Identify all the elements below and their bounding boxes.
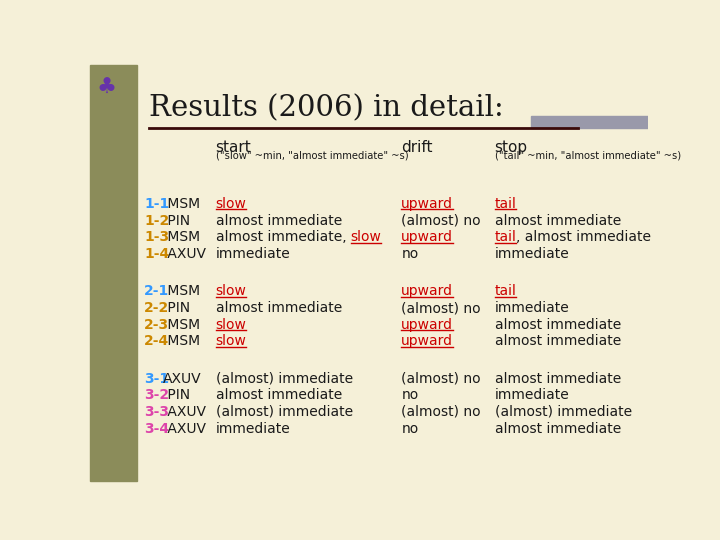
Text: immediate: immediate — [215, 247, 290, 261]
Text: slow: slow — [215, 334, 246, 348]
Bar — [531, 116, 648, 128]
Text: upward: upward — [401, 334, 454, 348]
Text: (almost) no: (almost) no — [401, 301, 481, 315]
Text: 2-3: 2-3 — [144, 318, 169, 332]
Text: no: no — [401, 422, 418, 436]
Text: slow: slow — [215, 285, 246, 299]
Text: MSM: MSM — [163, 231, 199, 245]
Text: upward: upward — [401, 231, 454, 245]
Text: (almost) no: (almost) no — [401, 214, 481, 228]
Text: immediate: immediate — [215, 422, 290, 436]
Text: almost immediate: almost immediate — [495, 214, 621, 228]
Text: almost immediate: almost immediate — [495, 372, 621, 386]
Text: 3-4: 3-4 — [144, 422, 169, 436]
Text: PIN: PIN — [163, 388, 189, 402]
Text: 1-2: 1-2 — [144, 214, 169, 228]
Text: Results (2006) in detail:: Results (2006) in detail: — [148, 94, 503, 122]
Text: almost immediate: almost immediate — [215, 214, 342, 228]
Text: PIN: PIN — [163, 214, 189, 228]
Text: almost immediate,: almost immediate, — [215, 231, 351, 245]
Text: , almost immediate: , almost immediate — [516, 231, 652, 245]
Text: almost immediate: almost immediate — [495, 422, 621, 436]
Text: almost immediate: almost immediate — [215, 388, 342, 402]
Text: almost immediate: almost immediate — [495, 318, 621, 332]
Text: 1-3: 1-3 — [144, 231, 169, 245]
Bar — [90, 65, 138, 481]
Text: AXUV: AXUV — [163, 372, 201, 386]
Text: no: no — [401, 388, 418, 402]
Text: stop: stop — [495, 140, 528, 154]
Text: start: start — [215, 140, 251, 154]
Text: slow: slow — [215, 197, 246, 211]
Text: 1-1: 1-1 — [144, 197, 169, 211]
Text: 2-2: 2-2 — [144, 301, 169, 315]
Text: tail: tail — [495, 285, 516, 299]
Text: slow: slow — [215, 318, 246, 332]
Text: upward: upward — [401, 285, 454, 299]
Text: tail: tail — [495, 231, 516, 245]
Text: MSM: MSM — [163, 197, 199, 211]
Text: MSM: MSM — [163, 334, 199, 348]
Text: AXUV: AXUV — [163, 247, 205, 261]
Text: 3-3: 3-3 — [144, 405, 169, 419]
Text: 3-1: 3-1 — [144, 372, 169, 386]
Text: 2-4: 2-4 — [144, 334, 169, 348]
Text: slow: slow — [351, 231, 382, 245]
Text: (almost) immediate: (almost) immediate — [215, 405, 353, 419]
Text: AXUV: AXUV — [163, 422, 205, 436]
Text: upward: upward — [401, 318, 454, 332]
Text: (almost) no: (almost) no — [401, 372, 481, 386]
Text: almost immediate: almost immediate — [495, 334, 621, 348]
Text: immediate: immediate — [495, 388, 570, 402]
Text: (almost) no: (almost) no — [401, 405, 481, 419]
Text: 2-1: 2-1 — [144, 285, 169, 299]
Text: AXUV: AXUV — [163, 405, 205, 419]
Text: immediate: immediate — [495, 301, 570, 315]
Text: PIN: PIN — [163, 301, 189, 315]
Text: tail: tail — [495, 197, 516, 211]
Text: (almost) immediate: (almost) immediate — [495, 405, 631, 419]
Text: ("tail" ~min, "almost immediate" ~s): ("tail" ~min, "almost immediate" ~s) — [495, 151, 680, 161]
Text: no: no — [401, 247, 418, 261]
Text: MSM: MSM — [163, 318, 199, 332]
Text: ("slow" ~min, "almost immediate" ~s): ("slow" ~min, "almost immediate" ~s) — [215, 151, 408, 161]
Text: 1-4: 1-4 — [144, 247, 169, 261]
Text: 3-2: 3-2 — [144, 388, 169, 402]
Text: drift: drift — [401, 140, 433, 154]
Text: upward: upward — [401, 197, 454, 211]
Text: (almost) immediate: (almost) immediate — [215, 372, 353, 386]
Text: ♣: ♣ — [96, 78, 117, 98]
Text: MSM: MSM — [163, 285, 199, 299]
Text: immediate: immediate — [495, 247, 570, 261]
Text: almost immediate: almost immediate — [215, 301, 342, 315]
